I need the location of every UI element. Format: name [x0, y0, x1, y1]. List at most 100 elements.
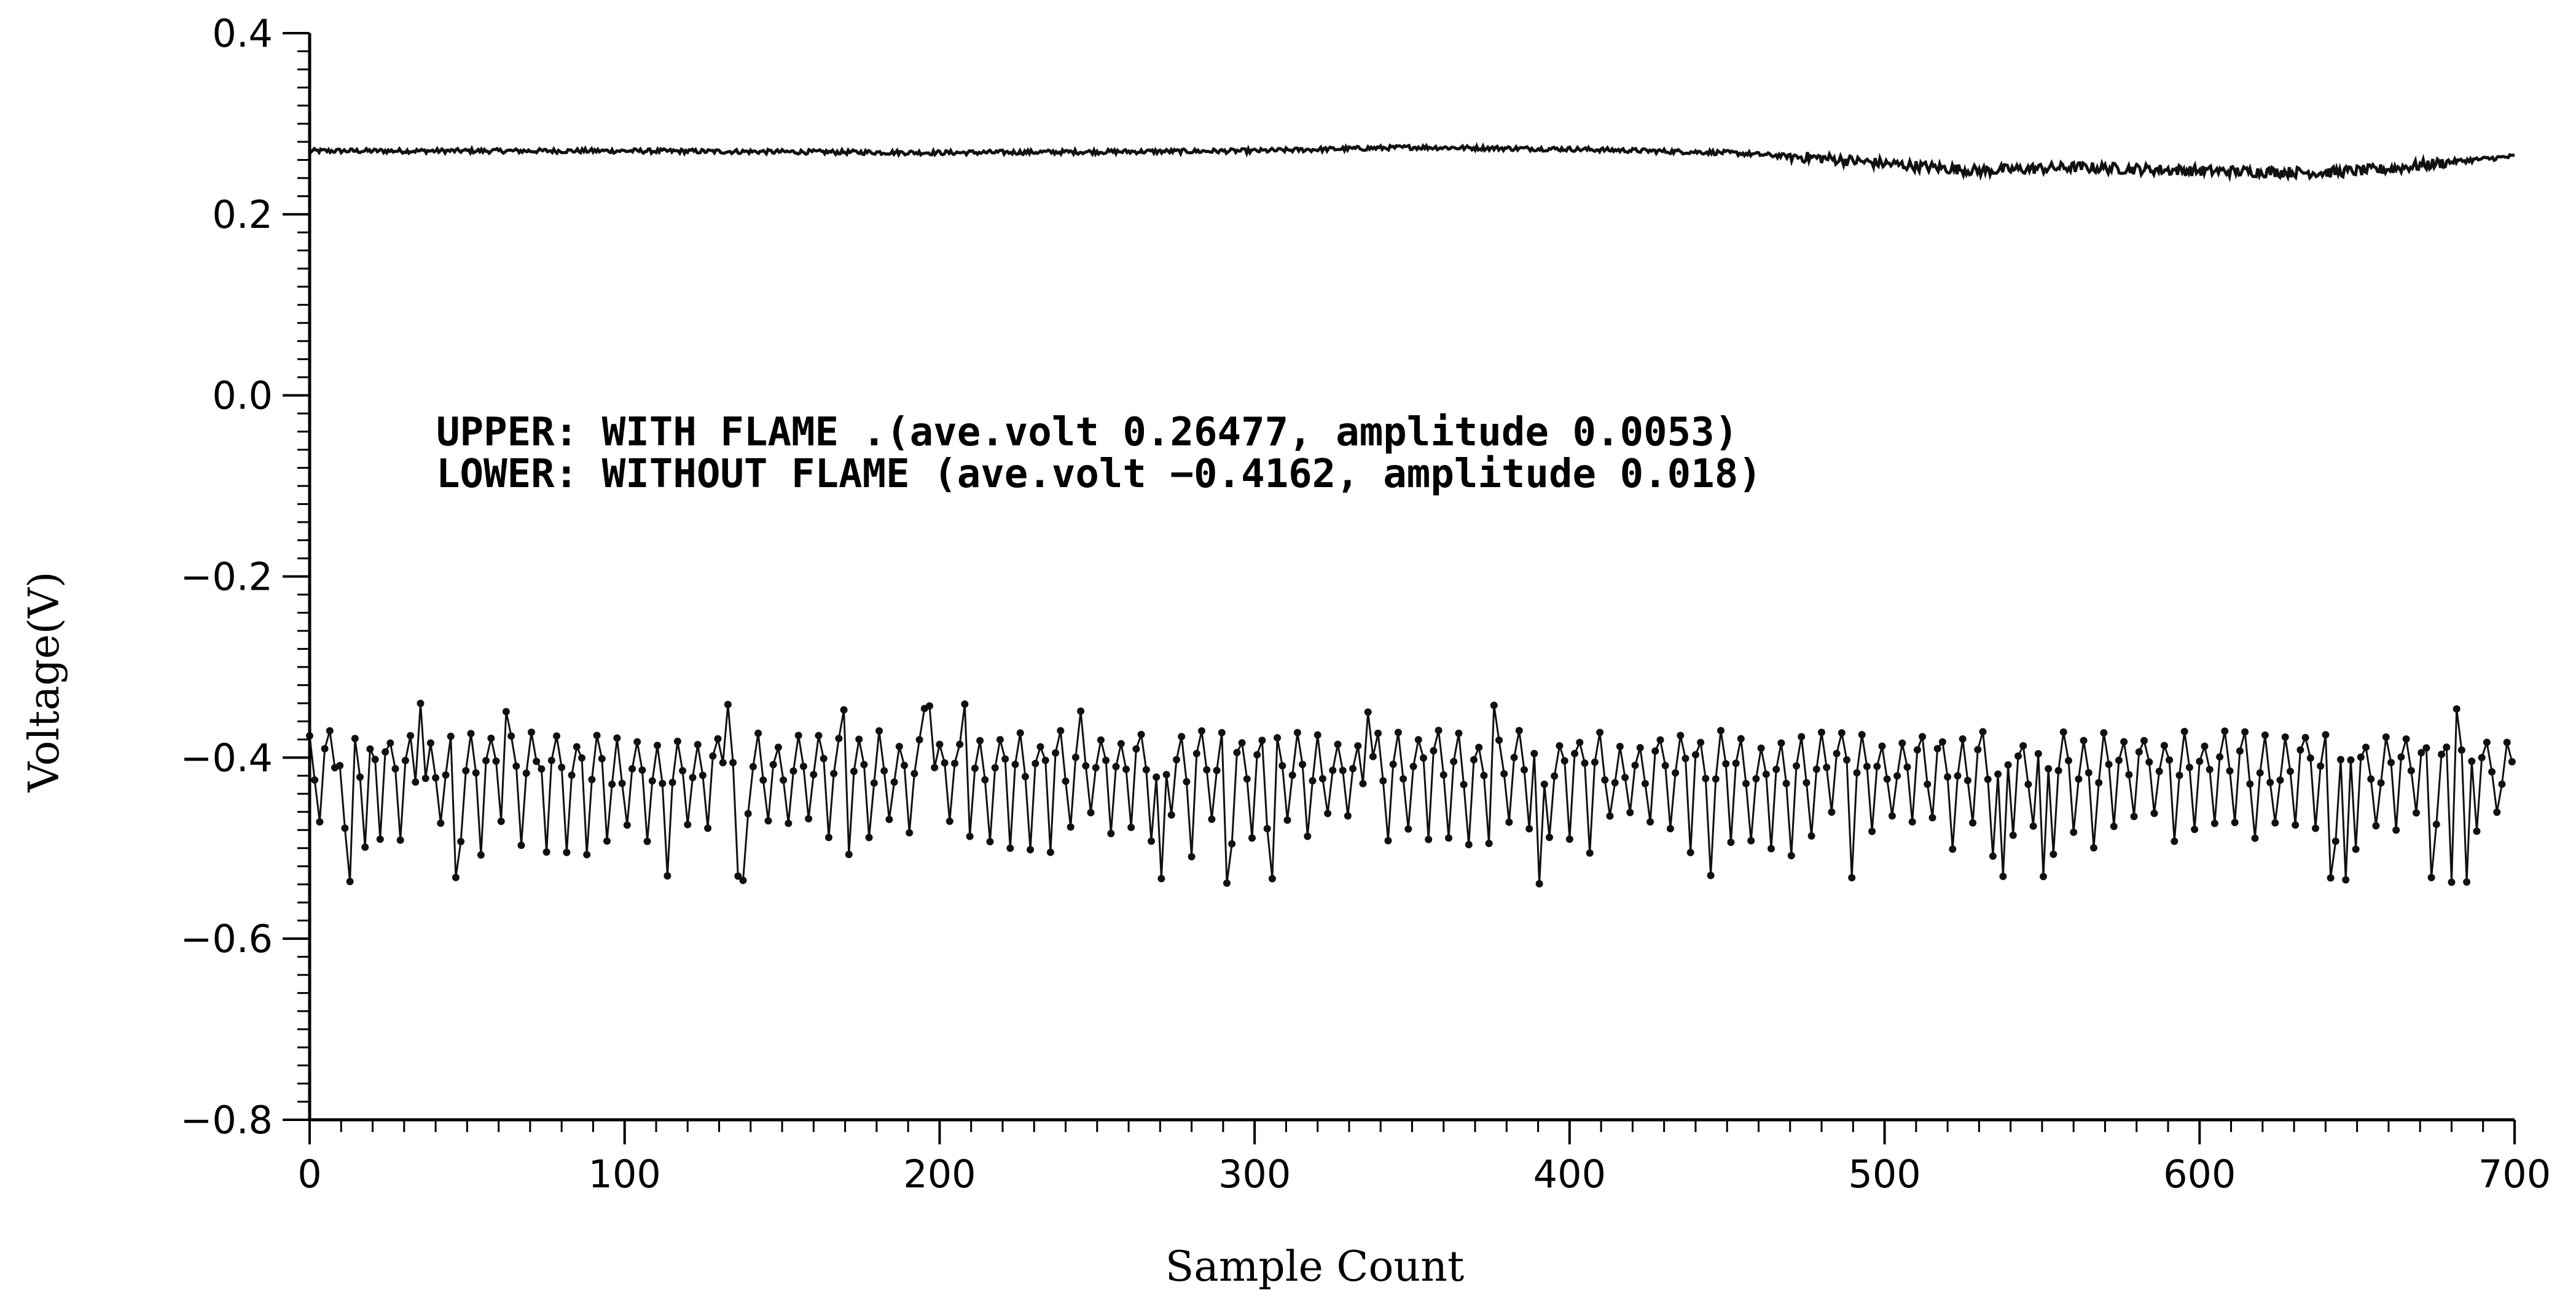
series-lower-point — [1843, 756, 1850, 764]
series-lower-point — [1641, 779, 1649, 787]
series-lower-point — [613, 734, 621, 742]
series-lower-point — [1707, 872, 1715, 880]
series-lower-point — [1686, 848, 1694, 856]
series-lower-point — [1409, 762, 1417, 770]
series-lower-point — [487, 734, 495, 742]
series-lower-point — [1596, 729, 1604, 736]
series-lower-point — [986, 838, 994, 846]
series-lower-point — [1883, 775, 1891, 783]
series-lower-point — [1768, 845, 1775, 853]
series-lower-point — [1248, 834, 1256, 842]
series-lower-point — [810, 771, 818, 778]
series-lower-point — [401, 757, 409, 765]
series-lower-point — [2266, 778, 2274, 786]
y-axis-title: Voltage(V) — [20, 571, 69, 792]
series-lower-point — [2029, 822, 2037, 830]
series-lower-point — [1354, 742, 1362, 750]
series-lower-point — [991, 764, 999, 772]
series-lower-point — [724, 700, 732, 708]
series-lower-point — [563, 848, 571, 856]
series-lower-point — [1198, 727, 1205, 735]
series-lower-point — [533, 757, 541, 765]
series-lower-point — [1681, 754, 1689, 762]
series-lower-point — [1178, 733, 1186, 741]
series-lower-point — [694, 741, 702, 749]
series-lower-point — [1873, 762, 1881, 770]
series-lower-point — [1823, 764, 1831, 772]
series-lower-point — [1525, 825, 1533, 833]
series-lower-point — [2115, 756, 2123, 764]
series-lower-point — [2024, 780, 2032, 788]
series-lower-point — [1188, 853, 1196, 861]
series-lower-point — [452, 873, 460, 881]
series-lower-point — [2292, 821, 2300, 829]
series-lower-point — [2049, 850, 2057, 858]
series-lower-point — [1359, 779, 1367, 787]
annotation-upper: UPPER: WITH FLAME .(ave.volt 0.26477, am… — [436, 410, 1738, 455]
series-lower-point — [1727, 838, 1735, 846]
series-lower-point — [1777, 739, 1785, 747]
series-lower-point — [764, 817, 772, 825]
series-lower-point — [1394, 729, 1402, 736]
series-lower-point — [956, 740, 964, 748]
series-lower-point — [472, 769, 480, 777]
series-lower-point — [382, 748, 390, 756]
x-tick-label: 100 — [589, 1152, 661, 1197]
series-lower-point — [1571, 749, 1579, 757]
series-lower-point — [1828, 808, 1836, 816]
series-lower-point — [2276, 776, 2284, 784]
series-lower-point — [1495, 736, 1503, 744]
series-lower-point — [664, 872, 671, 880]
series-lower-point — [2271, 819, 2279, 827]
series-lower-point — [2347, 756, 2355, 764]
series-lower-point — [1203, 766, 1211, 774]
x-tick-label: 0 — [297, 1152, 321, 1197]
series-lower-point — [1092, 764, 1100, 772]
series-lower-point — [442, 771, 450, 779]
series-lower-point — [749, 763, 757, 771]
series-lower-point — [2352, 845, 2360, 853]
series-lower-point — [2196, 757, 2204, 765]
series-lower-point — [1994, 770, 2002, 778]
series-lower-point — [2493, 808, 2501, 816]
series-lower-point — [426, 739, 434, 747]
series-lower-point — [860, 760, 868, 768]
series-lower-point — [971, 764, 979, 772]
series-lower-point — [1425, 835, 1433, 843]
series-lower-point — [1439, 771, 1447, 779]
series-lower-point — [1293, 729, 1301, 736]
series-lower-point — [2120, 738, 2128, 746]
series-lower-point — [1228, 840, 1236, 848]
series-lower-point — [668, 778, 676, 786]
series-lower-point — [2286, 767, 2294, 775]
series-lower-point — [1999, 872, 2007, 880]
series-lower-point — [2166, 756, 2174, 764]
series-lower-point — [2145, 758, 2153, 766]
series-lower-point — [941, 759, 949, 767]
series-lower-point — [799, 762, 807, 770]
series-lower-point — [1651, 747, 1659, 755]
series-lower-point — [1924, 780, 1932, 788]
series-lower-point — [1500, 770, 1508, 778]
series-lower-point — [497, 818, 505, 826]
series-lower-point — [1278, 762, 1286, 770]
series-lower-point — [1052, 749, 1060, 757]
series-lower-point — [1702, 775, 1710, 783]
series-lower-point — [1833, 749, 1841, 757]
series-lower-point — [1148, 837, 1155, 845]
series-lower-point — [447, 732, 455, 740]
series-lower-point — [1505, 818, 1513, 826]
series-lower-point — [961, 700, 969, 708]
series-lower-point — [2301, 733, 2309, 741]
series-lower-point — [2180, 727, 2188, 735]
series-lower-point — [880, 767, 888, 775]
series-lower-point — [477, 851, 485, 859]
series-lower-point — [1420, 754, 1427, 762]
series-lower-point — [1954, 772, 1962, 779]
series-lower-point — [432, 774, 440, 782]
series-lower-point — [1944, 773, 1952, 781]
series-lower-point — [875, 727, 883, 735]
series-lower-point — [1032, 760, 1039, 767]
series-lower-point — [351, 735, 359, 743]
series-lower-point — [2100, 729, 2108, 736]
